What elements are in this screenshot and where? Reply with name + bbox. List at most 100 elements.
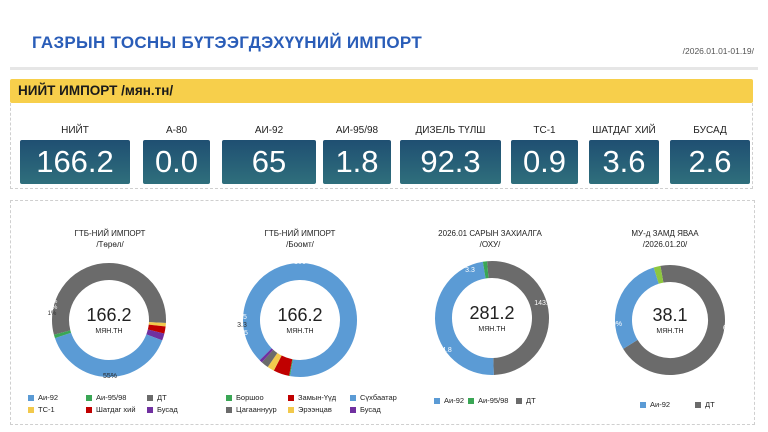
total-import-banner: НИЙТ ИМПОРТ /мян.тн/	[10, 79, 753, 103]
donut-slice-бусад	[146, 329, 165, 341]
legend-label: Шатдаг хий	[96, 405, 136, 414]
donut-hole	[69, 280, 149, 360]
legend-item: Боршоо	[226, 393, 264, 402]
center-value: 166.2	[86, 305, 131, 325]
kpi-value: 2.6	[670, 140, 750, 184]
legend-swatch	[350, 395, 356, 402]
legend-label: Бусад	[157, 405, 178, 414]
chart-title-line: ГТБ-НИЙ ИМПОРТ	[264, 229, 336, 238]
donut-slice-цагааннуур	[261, 349, 278, 367]
donut-hole	[452, 278, 532, 358]
legend-label: Боршоо	[236, 393, 264, 402]
kpi-panel	[10, 103, 753, 189]
kpi-label: АИ-92	[254, 125, 284, 136]
banner-label: НИЙТ ИМПОРТ /мян.тн/	[18, 83, 174, 98]
donut-slice-бусад	[259, 348, 274, 363]
legend-item: ДТ	[516, 396, 536, 405]
legend-item: Эрээнцав	[288, 405, 332, 414]
legend-item: Бусад	[147, 405, 178, 414]
center-value: 38.1	[652, 305, 687, 325]
chart-title-sub: /Төрөл/	[96, 240, 124, 249]
date-range: /2026.01.01-01.19/	[682, 46, 754, 56]
legend-item: ТС-1	[28, 405, 55, 414]
donut-slice-дт	[487, 261, 549, 375]
legend-item: ДТ	[147, 393, 167, 402]
legend-item: Бусад	[350, 405, 381, 414]
chart-title-sub: /ОХУ/	[479, 240, 501, 249]
legend-label: Замын-Үүд	[298, 393, 337, 402]
data-label: 55%	[103, 373, 117, 380]
data-label: 29%	[608, 321, 622, 328]
legend-swatch	[147, 395, 153, 402]
kpi-total: НИЙТ 166.2	[20, 124, 130, 184]
legend-item: Шатдаг хий	[86, 405, 136, 414]
page-title: ГАЗРЫН ТОСНЫ БҮТЭЭГДЭХҮҮНИЙ ИМПОРТ	[32, 33, 423, 52]
donut-chart-type	[52, 263, 166, 377]
legend-swatch	[288, 407, 294, 414]
chart-3-title: 2026.01 САРЫН ЗАХИАЛГА /ОХУ/	[425, 228, 555, 250]
kpi-label: БУСАД	[693, 125, 727, 136]
data-label: 3.3	[237, 322, 247, 329]
kpi-lpg: ШАТДАГ ХИЙ 3.6	[589, 124, 659, 184]
legend-swatch	[86, 395, 92, 402]
legend-label: Цагааннуур	[236, 405, 277, 414]
donut-slice-дт	[623, 265, 725, 375]
legend-label: ТС-1	[38, 405, 55, 414]
legend-swatch	[86, 407, 92, 414]
kpi-diesel: ДИЗЕЛЬ ТҮЛШ 92.3	[400, 124, 501, 184]
kpi-label: ДИЗЕЛЬ ТҮЛШ	[415, 125, 486, 136]
title-divider	[10, 67, 758, 70]
legend-label: Аи-92	[444, 396, 465, 405]
legend-swatch	[226, 395, 232, 402]
data-label: 2%	[49, 305, 58, 311]
legend-label: Бусад	[360, 405, 381, 414]
donut-chart-in-transit	[615, 265, 725, 375]
chart-title-sub: /2026.01.20/	[642, 240, 688, 249]
legend-item: Аи-92	[434, 396, 464, 405]
kpi-value: 0.0	[143, 140, 210, 184]
kpi-value: 166.2	[20, 140, 130, 184]
kpi-ai92: АИ-92 65	[222, 124, 316, 184]
data-label: 143.1	[534, 300, 552, 307]
kpi-value: 65	[222, 140, 316, 184]
kpi-a80: А-80 0.0	[143, 124, 210, 184]
kpi-other: БУСАД 2.6	[670, 124, 750, 184]
kpi-label: ШАТДАГ ХИЙ	[592, 125, 656, 136]
donut-chart-port	[243, 263, 357, 377]
donut-slice-дт	[52, 263, 166, 335]
legend-swatch	[147, 407, 153, 414]
chart-title-line: МУ-д ЗАМД ЯВАА	[631, 229, 699, 238]
legend-item: Аи-92	[640, 400, 670, 409]
kpi-value: 3.6	[589, 140, 659, 184]
donut-slice-аи-92	[615, 267, 660, 349]
donut-slice-аи-92	[54, 332, 163, 377]
legend-swatch	[28, 407, 34, 414]
donut-slice-аи-95-98	[53, 330, 72, 339]
kpi-label: АИ-95/98	[335, 125, 379, 136]
legend-swatch	[350, 407, 356, 414]
legend-item: Цагааннуур	[226, 405, 277, 414]
data-label: 7.5	[237, 314, 247, 321]
kpi-value: 92.3	[400, 140, 501, 184]
center-unit: МЯН.ТН	[656, 328, 683, 335]
legend-label: Эрээнцав	[298, 405, 332, 414]
donut-slice-сүхбаатар	[243, 263, 357, 377]
donut-slice-аи-95-98	[653, 265, 664, 284]
legend-swatch	[28, 395, 34, 402]
legend-swatch	[434, 398, 440, 405]
legend-swatch	[288, 395, 294, 402]
chart-title-line: ГТБ-НИЙ ИМПОРТ	[74, 229, 146, 238]
legend-item: Аи-95/98	[86, 393, 126, 402]
center-unit: МЯН.ТН	[95, 328, 122, 335]
legend-swatch	[226, 407, 232, 414]
legend-label: Аи-95/98	[96, 393, 127, 402]
data-label: 69%	[723, 325, 737, 332]
kpi-label: НИЙТ	[61, 125, 89, 136]
donut-chart-russia-order	[435, 261, 549, 375]
legend-swatch	[468, 398, 474, 405]
data-label: 2%	[49, 299, 58, 305]
chart-1-title: ГТБ-НИЙ ИМПОРТ /Төрөл/	[55, 228, 165, 250]
legend-label: Сүхбаатар	[360, 393, 397, 402]
data-label: 150	[294, 259, 306, 266]
